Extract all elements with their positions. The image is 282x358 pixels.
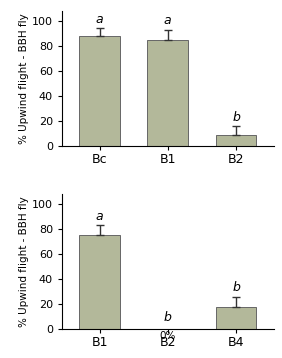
Bar	[215, 135, 257, 146]
Bar	[79, 235, 120, 329]
Bar	[79, 36, 120, 146]
Text: b: b	[164, 311, 172, 324]
Y-axis label: % Upwind flight - BBH fly: % Upwind flight - BBH fly	[19, 13, 29, 144]
Text: a: a	[164, 14, 172, 27]
Text: a: a	[96, 13, 103, 26]
Text: 0%: 0%	[160, 331, 176, 340]
Y-axis label: % Upwind flight - BBH fly: % Upwind flight - BBH fly	[19, 196, 29, 327]
Bar	[215, 307, 257, 329]
Text: b: b	[232, 281, 240, 294]
Text: b: b	[232, 111, 240, 124]
Bar	[147, 40, 188, 146]
Text: a: a	[96, 210, 103, 223]
